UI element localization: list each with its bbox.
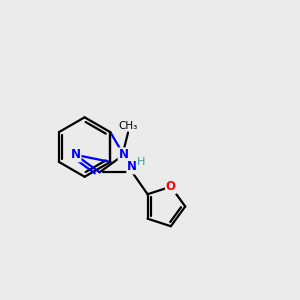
Text: N: N [118, 148, 129, 161]
Text: H: H [136, 157, 145, 167]
Text: O: O [166, 180, 176, 193]
Text: CH₃: CH₃ [118, 121, 138, 131]
Text: N: N [127, 160, 137, 173]
Text: N: N [70, 148, 80, 161]
